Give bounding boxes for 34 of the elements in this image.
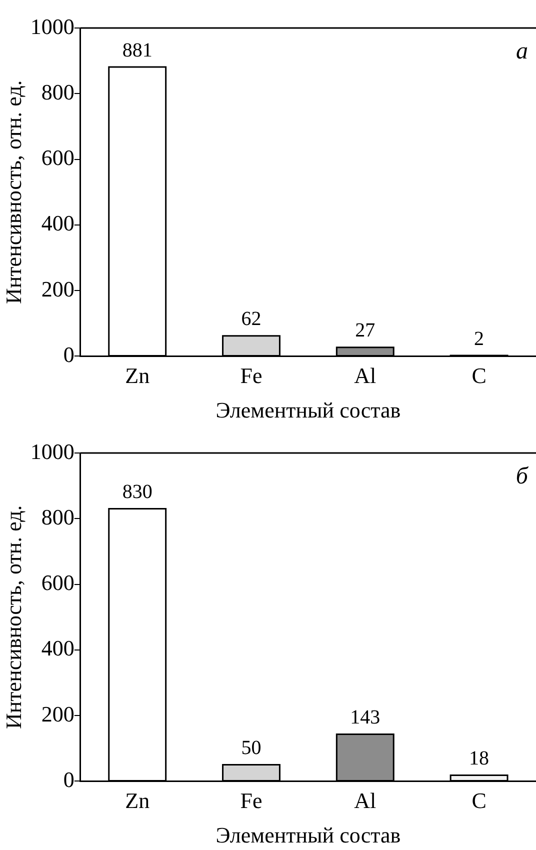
y-tick-label: 0 [63,766,74,792]
y-tick-label: 600 [41,570,74,596]
annotation: б [516,463,529,490]
annotation: a [516,38,528,64]
y-tick-label: 400 [41,636,74,661]
y-axis-title: Интенсивность, отн. ед. [0,80,26,304]
data-label: 881 [122,39,152,62]
y-tick-label: 800 [41,79,74,104]
y-tick-label: 800 [41,504,74,530]
x-tick-label: Zn [125,363,150,388]
y-tick-label: 1000 [30,14,74,39]
x-tick-label: C [472,788,486,814]
x-tick-label: Al [354,363,376,388]
x-tick-label: Al [354,788,376,814]
x-tick-label: Fe [240,788,262,814]
y-tick-label: 0 [63,342,74,367]
y-axis-title: Интенсивность, отн. ед. [0,505,26,729]
data-label: 2 [474,328,484,350]
data-label: 830 [122,481,152,504]
y-tick-label: 400 [41,210,74,236]
x-axis-title: Элементный состав [216,398,401,423]
data-label: 50 [241,737,262,760]
x-tick-label: Zn [125,788,150,814]
y-tick-label: 200 [41,276,74,302]
data-label: 18 [469,748,490,770]
data-label: 27 [355,320,376,342]
x-tick-label: Fe [240,363,262,388]
y-tick-label: 200 [41,701,74,726]
y-tick-label: 1000 [30,438,74,464]
data-label: 62 [241,308,262,330]
data-label: 143 [350,706,380,729]
y-tick-label: 600 [41,145,74,170]
x-axis-title: Элементный состав [216,822,401,848]
x-tick-label: C [472,363,486,388]
